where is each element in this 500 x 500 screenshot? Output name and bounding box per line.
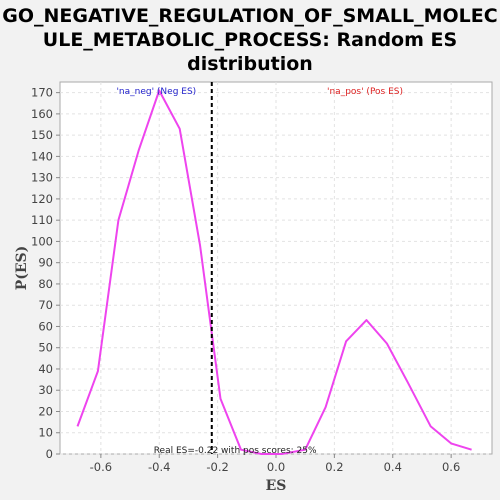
y-tick-label: 140 bbox=[31, 149, 53, 163]
x-tick-label: -0.4 bbox=[148, 460, 170, 474]
y-axis-ticks: 0 10 20 30 40 50 60 70 80 90 100 110 120 130 140 150 160… bbox=[31, 86, 60, 461]
y-tick-label: 170 bbox=[31, 86, 53, 100]
real-es-annotation: Real ES=-0.22 with pos scores: 25% bbox=[154, 446, 317, 456]
y-tick-label: 130 bbox=[31, 171, 53, 185]
x-tick-label: -0.2 bbox=[206, 460, 228, 474]
y-tick-label: 30 bbox=[38, 383, 53, 397]
y-tick-label: 60 bbox=[38, 319, 53, 333]
y-tick-label: 20 bbox=[38, 404, 53, 418]
y-tick-label: 50 bbox=[38, 341, 53, 355]
y-tick-label: 120 bbox=[31, 192, 53, 206]
grid-lines bbox=[60, 82, 492, 455]
y-tick-label: 90 bbox=[38, 256, 53, 270]
y-tick-label: 100 bbox=[31, 234, 53, 248]
y-tick-label: 110 bbox=[31, 213, 53, 227]
chart-title-line: ULE_METABOLIC_PROCESS: Random ES bbox=[43, 29, 457, 51]
y-tick-label: 160 bbox=[31, 107, 53, 121]
y-tick-label: 80 bbox=[38, 277, 53, 291]
y-tick-label: 10 bbox=[38, 426, 53, 440]
chart-title: GO_NEGATIVE_REGULATION_OF_SMALL_MOLECULE… bbox=[2, 5, 497, 75]
chart-title-line: GO_NEGATIVE_REGULATION_OF_SMALL_MOLEC bbox=[2, 5, 497, 27]
x-tick-label: 0.6 bbox=[442, 460, 460, 474]
y-axis-label: P(ES) bbox=[14, 246, 30, 291]
x-axis-ticks: -0.6 -0.4 -0.2 0.0 0.2 0.4 0.6 bbox=[90, 454, 460, 474]
neg-es-label: 'na_neg' (Neg ES) bbox=[116, 87, 196, 97]
series-group bbox=[76, 89, 472, 455]
x-axis-label: ES bbox=[266, 478, 287, 494]
x-tick-label: -0.6 bbox=[90, 460, 112, 474]
x-tick-label: 0.2 bbox=[325, 460, 343, 474]
chart-title-line: distribution bbox=[187, 53, 313, 75]
y-tick-label: 150 bbox=[31, 128, 53, 142]
y-tick-label: 0 bbox=[46, 447, 53, 461]
pos-es-label: 'na_pos' (Pos ES) bbox=[327, 87, 403, 97]
x-tick-label: 0.4 bbox=[384, 460, 402, 474]
y-tick-label: 70 bbox=[38, 298, 53, 312]
y-tick-label: 40 bbox=[38, 362, 53, 376]
x-tick-label: 0.0 bbox=[267, 460, 285, 474]
series-line bbox=[76, 89, 472, 455]
